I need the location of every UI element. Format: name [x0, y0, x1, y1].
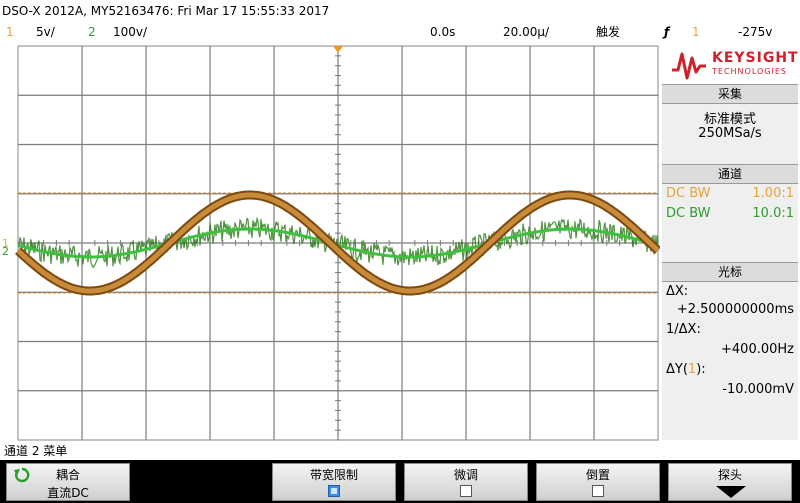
sample-rate: 250MSa/s — [698, 126, 762, 141]
ch2-coupling: DC BW — [666, 206, 711, 221]
brand-sub: TECHNOLOGIES — [712, 67, 787, 76]
coupling-softkey[interactable]: 耦合 直流DC — [6, 463, 130, 501]
inv-dx-value: +400.00Hz — [721, 342, 794, 357]
ch2-probe: 10.0:1 — [752, 206, 794, 221]
ch1-ground-marker: 1 — [2, 237, 9, 250]
invert-checkbox[interactable] — [592, 485, 604, 497]
dx-value: +2.500000000ms — [676, 302, 794, 317]
invert-softkey[interactable]: 倒置 — [536, 463, 660, 501]
dy-label-channel: 1 — [687, 362, 697, 377]
channel-header: 通道 — [662, 164, 798, 184]
dy-value: -10.000mV — [722, 382, 794, 397]
acquire-panel[interactable]: 标准模式 250MSa/s — [662, 104, 798, 164]
window-title: DSO-X 2012A, MY52163476: Fri Mar 17 15:5… — [0, 0, 800, 22]
ch2-ground-marker: 2 — [2, 245, 9, 258]
coupling-label: 耦合 — [55, 468, 80, 482]
trigger-position-marker — [333, 46, 343, 53]
ch1-waveform — [16, 192, 660, 294]
brand-name: KEYSIGHT — [712, 50, 799, 66]
trigger-label: 触发 — [596, 25, 621, 39]
trigger-level[interactable]: -275ⅴ — [738, 25, 773, 39]
trigger-edge-icon: ƒ — [664, 25, 670, 39]
cursor-panel[interactable]: ΔX: +2.500000000ms 1/ΔX: +400.00Hz ΔY(1)… — [662, 282, 798, 440]
keysight-logo: KEYSIGHT TECHNOLOGIES — [662, 42, 798, 84]
acquire-mode: 标准模式 — [703, 112, 756, 127]
time-delay[interactable]: 0.0s — [430, 25, 456, 39]
dy-label: ΔY(1): — [666, 362, 794, 377]
rotate-knob-icon — [14, 467, 30, 483]
invert-label: 倒置 — [585, 468, 610, 482]
ch1-scale[interactable]: 5ⅴ/ — [36, 25, 55, 39]
status-bar: 1 5ⅴ/ 2 100ⅴ/ 0.0s 20.00µ/ 触发 ƒ 1 -275ⅴ — [0, 22, 800, 42]
probe-softkey[interactable]: 探头 — [668, 463, 792, 501]
ch1-probe: 1.00:1 — [752, 186, 794, 201]
menu-title: 通道 2 菜单 — [0, 442, 800, 460]
fine-softkey[interactable]: 微调 — [404, 463, 528, 501]
inv-dx-label: 1/ΔX: — [666, 322, 701, 337]
dy-label-suffix: ): — [696, 362, 706, 377]
submenu-arrow-icon — [716, 486, 746, 498]
ch2-scale[interactable]: 100ⅴ/ — [113, 25, 148, 39]
dx-label: ΔX: — [666, 284, 689, 299]
time-scale[interactable]: 20.00µ/ — [503, 25, 550, 39]
waveform-canvas[interactable]: 12 — [0, 42, 660, 442]
cursor-header: 光标 — [662, 262, 798, 282]
dy-label-prefix: ΔY( — [666, 362, 688, 377]
bw-limit-softkey[interactable]: 带宽限制 — [272, 463, 396, 501]
ch1-coupling: DC BW — [666, 186, 711, 201]
trigger-source[interactable]: 1 — [692, 25, 700, 39]
keysight-wave-icon — [672, 52, 706, 80]
bw-limit-label: 带宽限制 — [309, 468, 358, 482]
fine-checkbox[interactable] — [460, 485, 472, 497]
probe-label: 探头 — [717, 468, 742, 482]
coupling-value: 直流DC — [47, 486, 89, 500]
channel-panel[interactable]: DC BW 1.00:1 DC BW 10.0:1 — [662, 184, 798, 262]
acquire-header: 采集 — [662, 84, 798, 104]
fine-label: 微调 — [453, 468, 478, 482]
ch1-number[interactable]: 1 — [6, 25, 14, 39]
bw-limit-checkbox[interactable] — [328, 485, 340, 497]
right-info-panel: KEYSIGHT TECHNOLOGIES 采集 标准模式 250MSa/s 通… — [660, 42, 800, 442]
ch2-number[interactable]: 2 — [88, 25, 96, 39]
